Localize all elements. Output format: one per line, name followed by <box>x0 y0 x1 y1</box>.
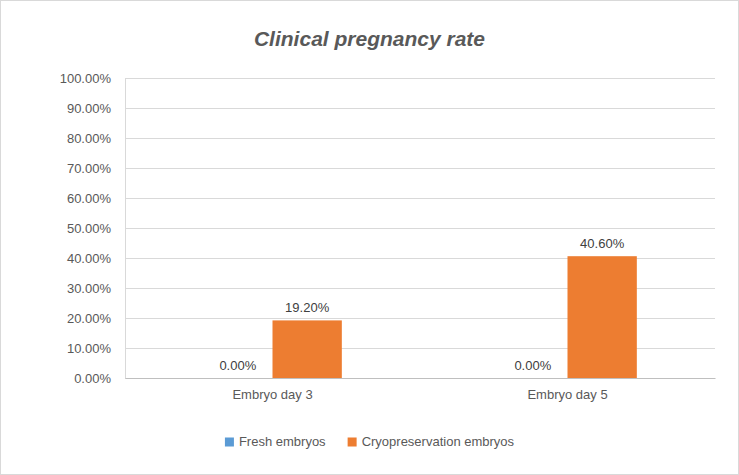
y-tick-label: 80.00% <box>67 131 112 146</box>
y-tick: 50.00% <box>67 221 125 236</box>
legend-item: Fresh embryos <box>225 434 326 449</box>
y-tick-label: 40.00% <box>67 251 112 266</box>
legend-label: Fresh embryos <box>239 434 326 449</box>
data-labels: 0.00% 0.00% 19.20% 40.60% <box>219 236 624 373</box>
x-tick: Embryo day 5 <box>527 378 607 402</box>
x-tick-label: Embryo day 5 <box>527 387 607 402</box>
legend-swatch <box>225 438 234 447</box>
y-tick: 30.00% <box>67 281 125 296</box>
grid <box>125 79 715 379</box>
legend-item: Cryopreservation embryos <box>348 434 515 449</box>
data-label: 40.60% <box>580 236 625 251</box>
y-tick-label: 20.00% <box>67 311 112 326</box>
bar <box>203 378 272 379</box>
bar <box>568 256 637 378</box>
chart-border <box>1 1 739 475</box>
x-tick: Embryo day 3 <box>232 378 312 402</box>
grid-line <box>125 378 715 379</box>
bar <box>273 320 342 378</box>
y-tick: 20.00% <box>67 311 125 326</box>
y-tick-label: 100.00% <box>60 71 112 86</box>
data-label: 0.00% <box>219 358 256 373</box>
y-tick-label: 70.00% <box>67 161 112 176</box>
legend-label: Cryopreservation embryos <box>362 434 515 449</box>
grid-line <box>125 228 715 229</box>
y-tick: 60.00% <box>67 191 125 206</box>
y-tick: 0.00% <box>74 371 125 386</box>
y-tick-label: 50.00% <box>67 221 112 236</box>
title: Clinical pregnancy rate <box>254 27 485 50</box>
y-axis: 0.00% 10.00% 20.00% 30.00% 40.00% 50.00% 60.00… <box>60 71 126 386</box>
legend: Fresh embryos Cryopreservation embryos <box>225 434 515 449</box>
y-tick-label: 90.00% <box>67 101 112 116</box>
y-tick-label: 10.00% <box>67 341 112 356</box>
legend-swatch <box>348 438 357 447</box>
data-label: 0.00% <box>514 358 551 373</box>
y-tick-label: 0.00% <box>74 371 111 386</box>
y-axis-line <box>125 79 126 379</box>
y-tick: 100.00% <box>60 71 125 86</box>
bars <box>273 256 637 378</box>
bar-series <box>273 256 637 378</box>
grid-line <box>125 138 715 139</box>
y-tick: 90.00% <box>67 101 125 116</box>
y-tick: 40.00% <box>67 251 125 266</box>
y-tick: 70.00% <box>67 161 125 176</box>
x-axis-line <box>126 378 716 379</box>
x-tick-label: Embryo day 3 <box>232 387 312 402</box>
grid-line <box>125 168 715 169</box>
grid-line <box>125 108 715 109</box>
bar <box>498 378 567 379</box>
y-tick-label: 60.00% <box>67 191 112 206</box>
y-tick: 80.00% <box>67 131 125 146</box>
grid-line <box>125 198 715 199</box>
y-tick: 10.00% <box>67 341 125 356</box>
x-axis: Embryo day 3 Embryo day 5 <box>126 378 716 402</box>
data-label: 19.20% <box>285 300 330 315</box>
chart: 0.00% 10.00% 20.00% 30.00% 40.00% 50.00% 60.00… <box>0 0 739 475</box>
y-tick-label: 30.00% <box>67 281 112 296</box>
grid-line <box>125 78 715 79</box>
